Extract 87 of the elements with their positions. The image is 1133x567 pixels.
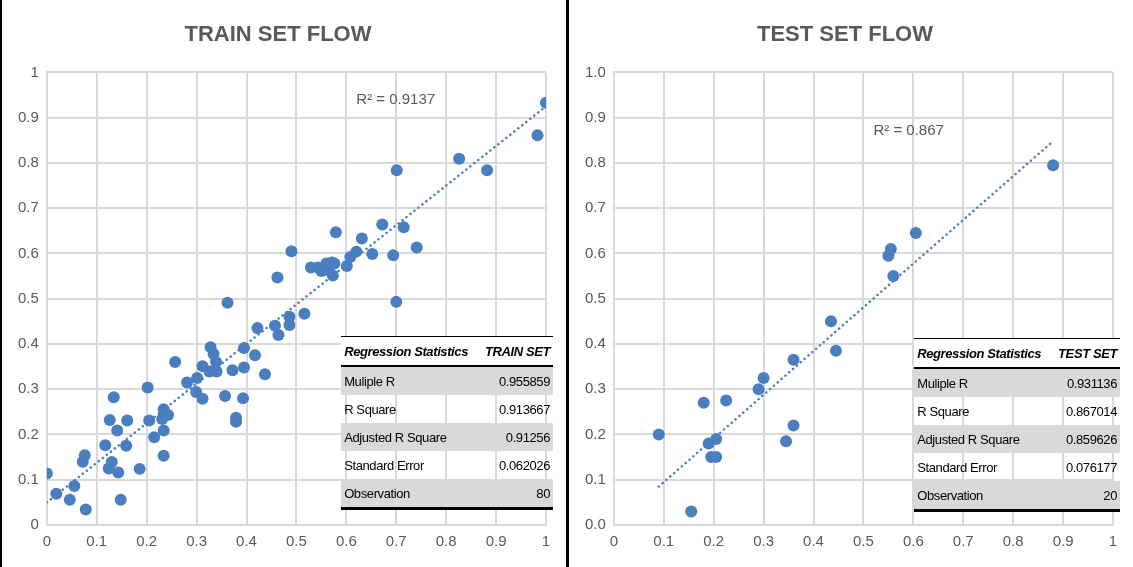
x-tick-label: 0.7 — [385, 532, 407, 550]
x-tick-label: 0.9 — [1052, 532, 1074, 550]
annotation: R² = 0.9137 — [356, 89, 436, 107]
annotation: Standard Error — [343, 456, 425, 475]
annotation: 0.955859 — [470, 366, 553, 395]
x-tick-label: 0.4 — [803, 532, 824, 550]
x-tick-label: 0.1 — [86, 532, 108, 550]
x-tick-label: 0.8 — [1002, 532, 1024, 550]
x-tick-label: 0.2 — [703, 532, 725, 550]
x-tick-label: 0.3 — [753, 532, 775, 550]
point — [780, 435, 793, 448]
annotation: TRAIN SET — [470, 336, 553, 366]
x-tick-label: 0.7 — [952, 532, 974, 550]
y-tick-label: 0.3 — [17, 379, 39, 397]
y-tick-label: 1.0 — [584, 62, 606, 80]
point — [752, 383, 765, 396]
x-tick-label: 0.8 — [435, 532, 457, 550]
annotation: Muliple R — [341, 366, 471, 395]
x-tick-label: 0.2 — [136, 532, 158, 550]
y-tick-label: 0.3 — [584, 379, 606, 397]
annotation: 0.076177 — [1064, 458, 1118, 477]
annotation: Observation — [914, 481, 1045, 511]
point — [652, 428, 665, 441]
x-tick-label: 0.4 — [236, 532, 257, 550]
y-tick-label: 0.1 — [584, 469, 606, 487]
y-tick-label: 0.0 — [584, 515, 606, 533]
x-tick-label: 0.5 — [853, 532, 874, 550]
point — [720, 394, 733, 407]
annotation: 0.062026 — [497, 456, 551, 475]
x-tick-label: 0.6 — [902, 532, 924, 550]
annotation: Regression Statistics — [914, 338, 1045, 368]
y-tick-label: 0.8 — [584, 153, 606, 171]
point — [1047, 159, 1060, 172]
annotation: 0.913667 — [497, 400, 551, 419]
y-tick-label: 0.6 — [584, 243, 606, 261]
x-tick-label: 0.9 — [485, 532, 507, 550]
point — [787, 353, 800, 366]
annotation: 80 — [470, 479, 553, 509]
annotation: 0.931136 — [1044, 368, 1120, 397]
annotation: TEST SET — [1044, 338, 1120, 368]
y-tick-label: 0.8 — [17, 153, 39, 171]
chart-title: TRAIN SET FLOW — [184, 21, 372, 47]
point — [909, 227, 922, 240]
x-tick-label: 0 — [42, 532, 52, 550]
y-tick-label: 0.5 — [17, 288, 39, 306]
y-tick-label: 0.2 — [584, 424, 606, 442]
annotation: Standard Error — [916, 458, 998, 477]
point — [697, 396, 710, 409]
annotation: Regression Statistics — [341, 336, 471, 366]
annotation: R Square — [916, 402, 970, 421]
annotation: R Square — [343, 400, 397, 419]
annotation: Muliple R — [914, 368, 1045, 397]
y-tick-label: 0.2 — [17, 424, 39, 442]
y-tick-label: 0.1 — [17, 469, 39, 487]
annotation: 20 — [1044, 481, 1120, 511]
point — [829, 344, 842, 357]
y-tick-label: 0.6 — [17, 243, 39, 261]
y-tick-label: 0.4 — [17, 334, 39, 352]
x-tick-label: 0 — [609, 532, 619, 550]
y-tick-label: 0.7 — [17, 198, 39, 216]
x-tick-label: 1 — [541, 532, 551, 550]
annotation: Observation — [341, 479, 471, 509]
point — [710, 433, 723, 446]
y-tick-label: 0 — [30, 515, 39, 533]
chart-title: TEST SET FLOW — [757, 21, 934, 47]
y-tick-label: 0.5 — [584, 288, 606, 306]
y-tick-label: 0.9 — [584, 107, 606, 125]
x-tick-label: 0.6 — [335, 532, 357, 550]
point — [685, 505, 698, 518]
y-tick-label: 0.4 — [584, 334, 606, 352]
x-tick-label: 0.5 — [286, 532, 307, 550]
y-tick-label: 1 — [30, 62, 39, 80]
x-tick-label: 1 — [1108, 532, 1118, 550]
x-tick-label: 0.3 — [186, 532, 208, 550]
point — [787, 419, 800, 432]
annotation: R² = 0.867 — [873, 121, 944, 139]
annotation: 0.867014 — [1064, 402, 1118, 421]
point — [884, 242, 897, 255]
annotation: Adjusted R Square — [341, 423, 471, 451]
annotation: 0.859626 — [1044, 425, 1120, 453]
y-tick-label: 0.9 — [17, 107, 39, 125]
annotation: Adjusted R Square — [914, 425, 1045, 453]
x-tick-label: 0.1 — [653, 532, 675, 550]
point — [757, 371, 770, 384]
annotation: 0.91256 — [470, 423, 553, 451]
point — [824, 315, 837, 328]
y-tick-label: 0.7 — [584, 198, 606, 216]
